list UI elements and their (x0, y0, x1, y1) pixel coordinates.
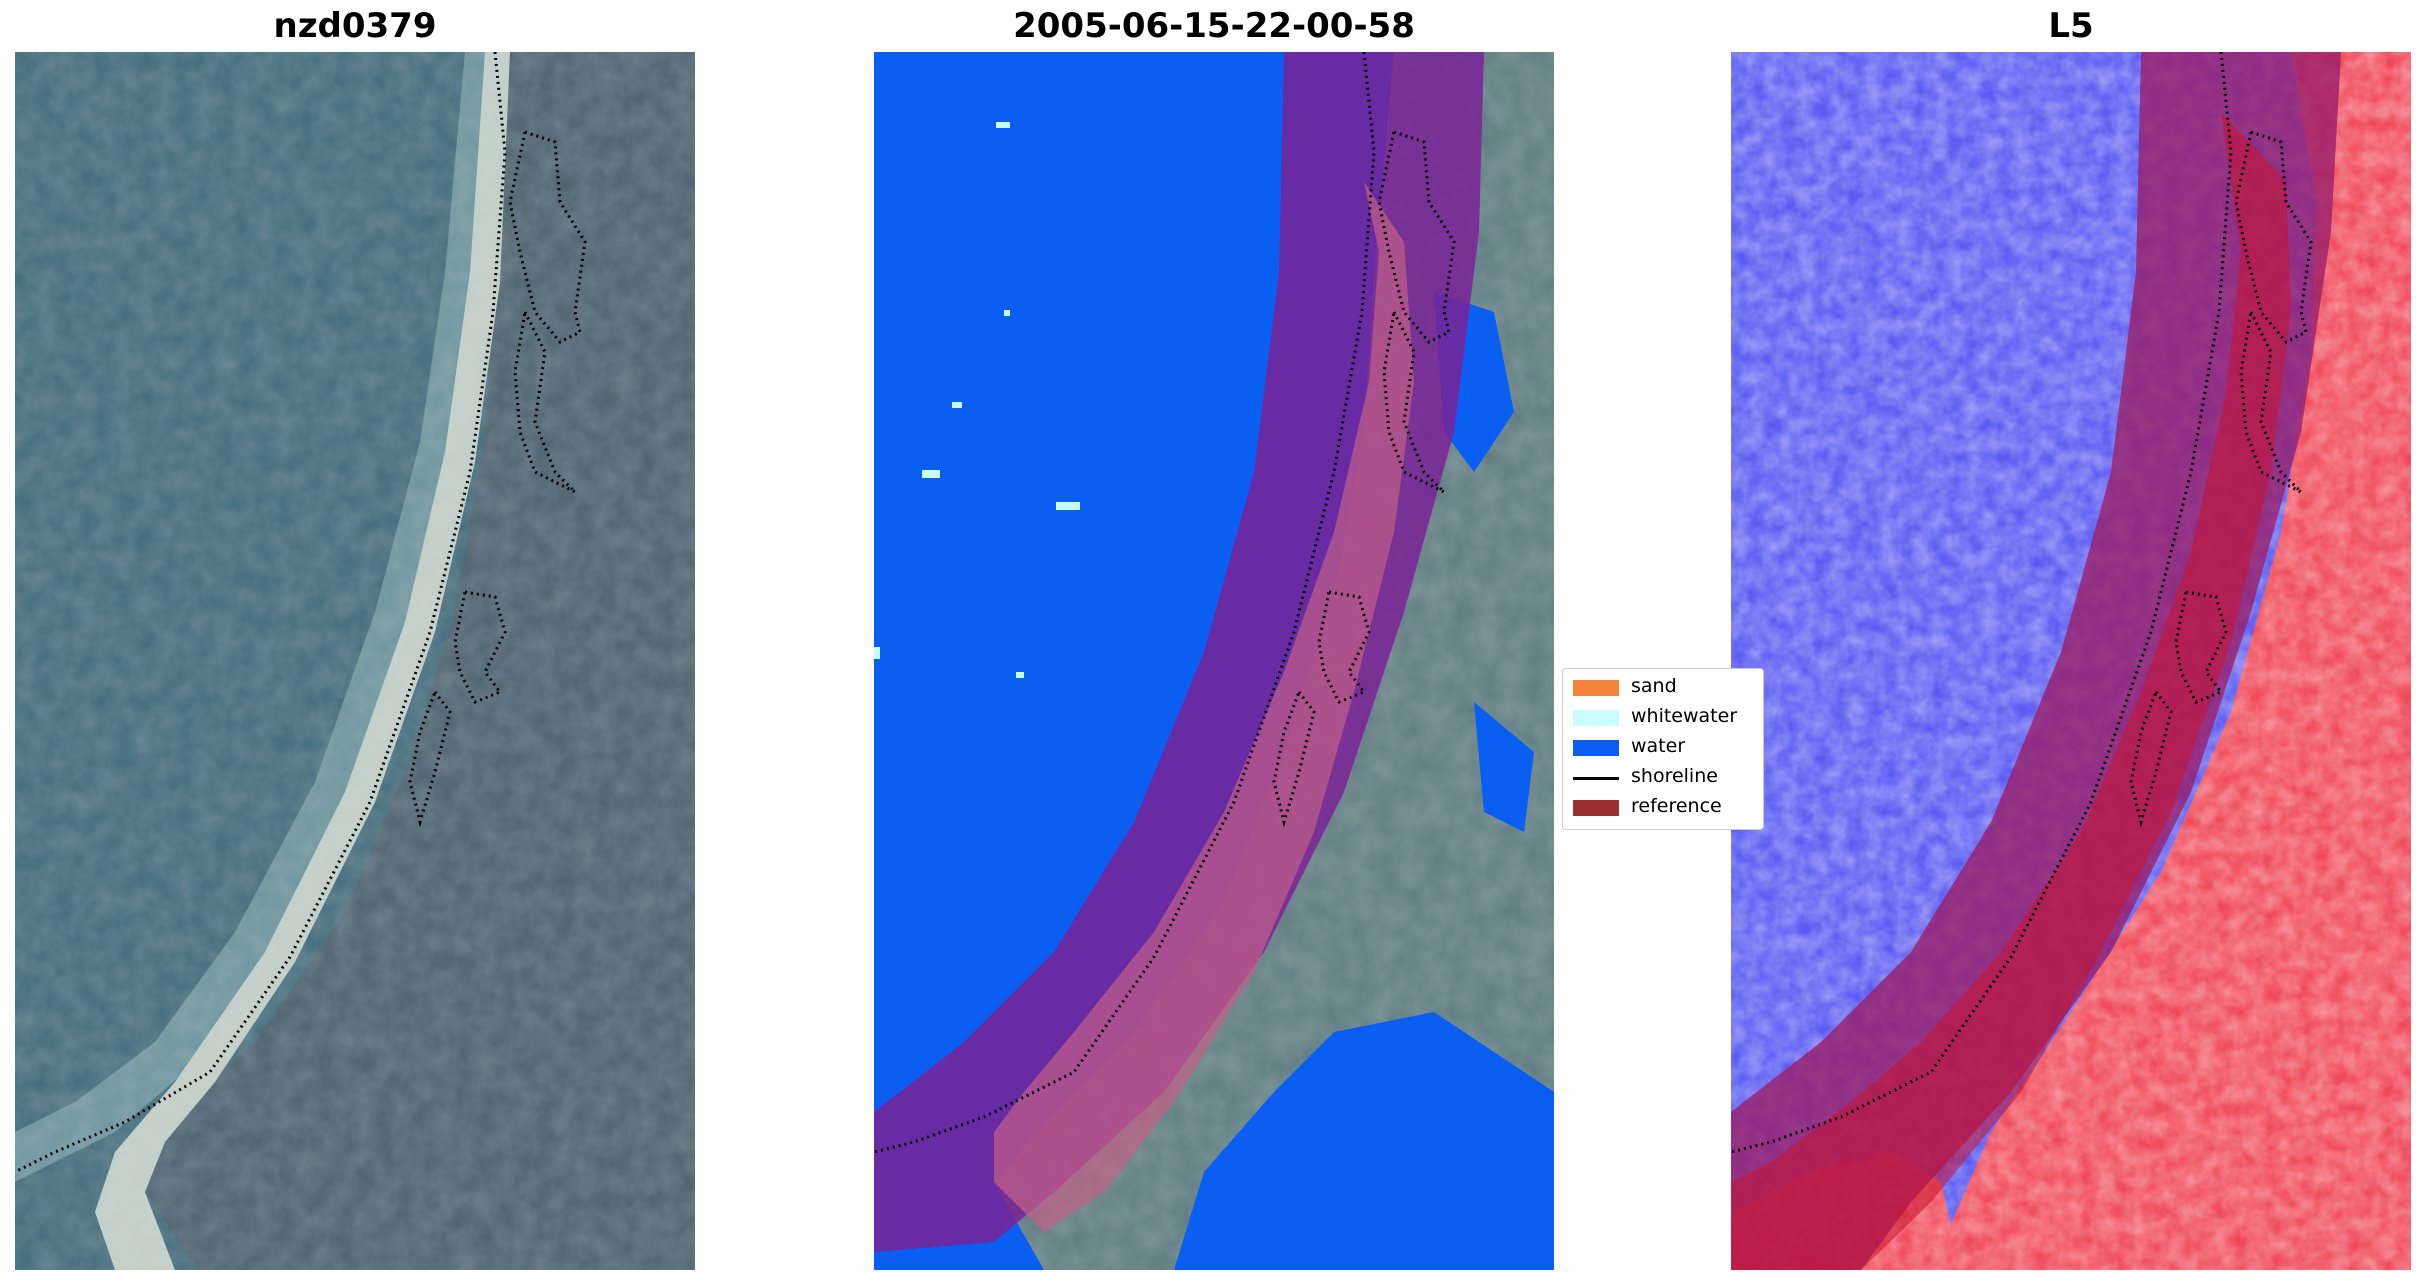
legend-label-shoreline: shoreline (1631, 765, 1718, 787)
legend-label-reference: reference (1631, 795, 1722, 817)
panel-title-rgb: nzd0379 (273, 6, 437, 46)
legend-item-reference: reference (1563, 793, 1763, 821)
legend-swatch-whitewater (1573, 710, 1619, 726)
legend-item-whitewater: whitewater (1563, 703, 1763, 731)
legend-item-sand: sand (1563, 673, 1763, 701)
legend-swatch-reference (1573, 800, 1619, 816)
panel-title-index: L5 (2048, 6, 2094, 46)
index-image (1731, 52, 2411, 1270)
legend: sand whitewater water shoreline referenc… (1562, 668, 1764, 830)
rgb-satellite-image (15, 52, 695, 1270)
legend-label-water: water (1631, 735, 1686, 757)
legend-swatch-sand (1573, 680, 1619, 696)
legend-item-shoreline: shoreline (1563, 763, 1763, 791)
legend-swatch-water (1573, 740, 1619, 756)
classified-image (874, 52, 1554, 1270)
legend-line-shoreline (1573, 777, 1619, 780)
legend-label-sand: sand (1631, 675, 1677, 697)
legend-item-water: water (1563, 733, 1763, 761)
panel-title-classified: 2005-06-15-22-00-58 (1013, 6, 1415, 46)
legend-label-whitewater: whitewater (1631, 705, 1738, 727)
